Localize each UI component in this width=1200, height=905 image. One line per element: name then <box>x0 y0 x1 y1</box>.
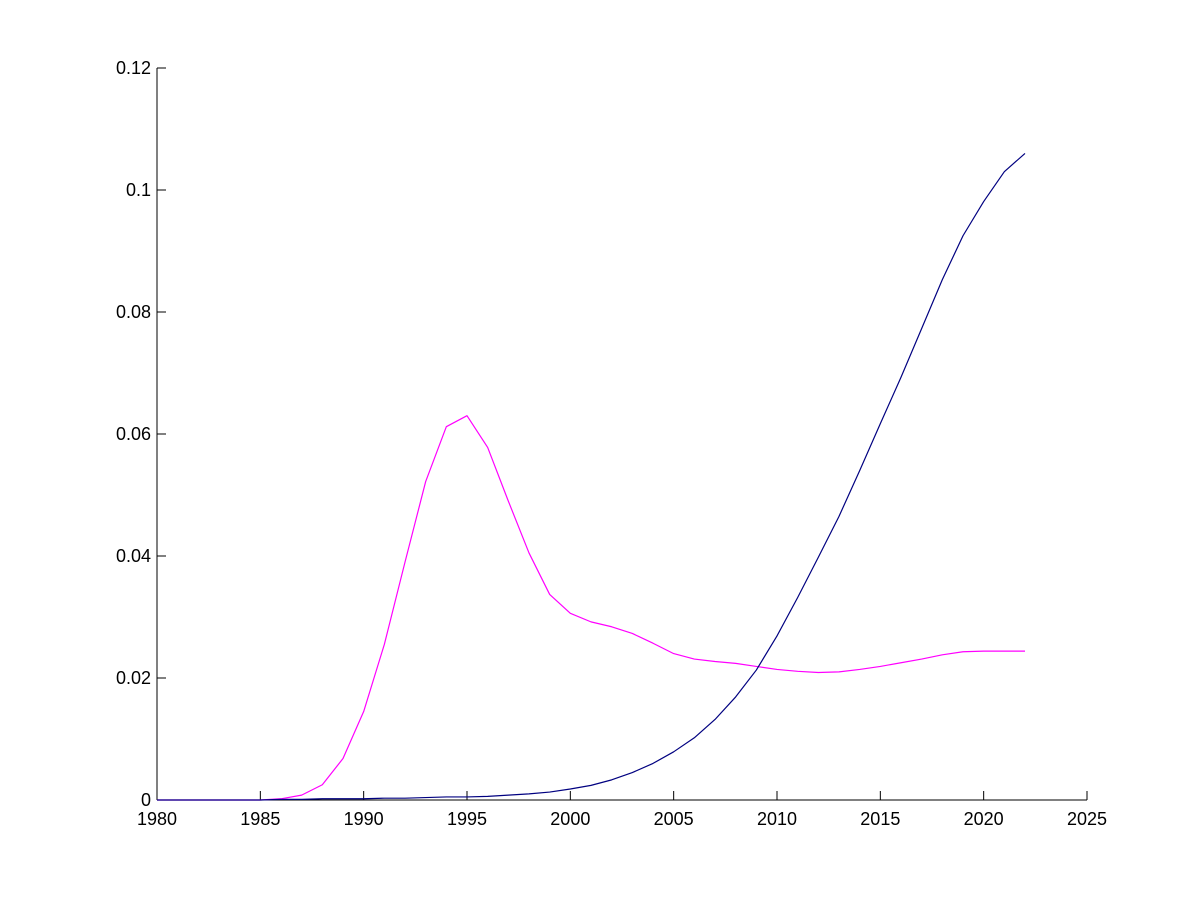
y-tick-label: 0.12 <box>116 58 151 78</box>
axes: 1980 1985 1990 1995 2000 2005 2010 2015 2020 2025… <box>116 58 1107 829</box>
x-tick-label: 1990 <box>344 809 384 829</box>
y-tick-label: 0.04 <box>116 546 151 566</box>
y-tick-label: 0.02 <box>116 668 151 688</box>
x-tick-label: 1985 <box>240 809 280 829</box>
x-tick-label: 2000 <box>550 809 590 829</box>
series-line-2 <box>157 152 1026 801</box>
x-tick-label: 1980 <box>137 809 177 829</box>
series-line-1 <box>157 415 1025 801</box>
y-tick-label: 0.08 <box>116 302 151 322</box>
x-tick-label: 1995 <box>447 809 487 829</box>
y-tick-label: 0.06 <box>116 424 151 444</box>
x-tick-label: 2025 <box>1067 809 1107 829</box>
x-tick-label: 2010 <box>757 809 797 829</box>
y-tick-label: 0 <box>141 790 151 810</box>
x-tick-label: 2005 <box>654 809 694 829</box>
x-tick-label: 2015 <box>860 809 900 829</box>
x-tick-label: 2020 <box>964 809 1004 829</box>
series-group <box>157 152 1026 801</box>
y-tick-label: 0.1 <box>126 180 151 200</box>
